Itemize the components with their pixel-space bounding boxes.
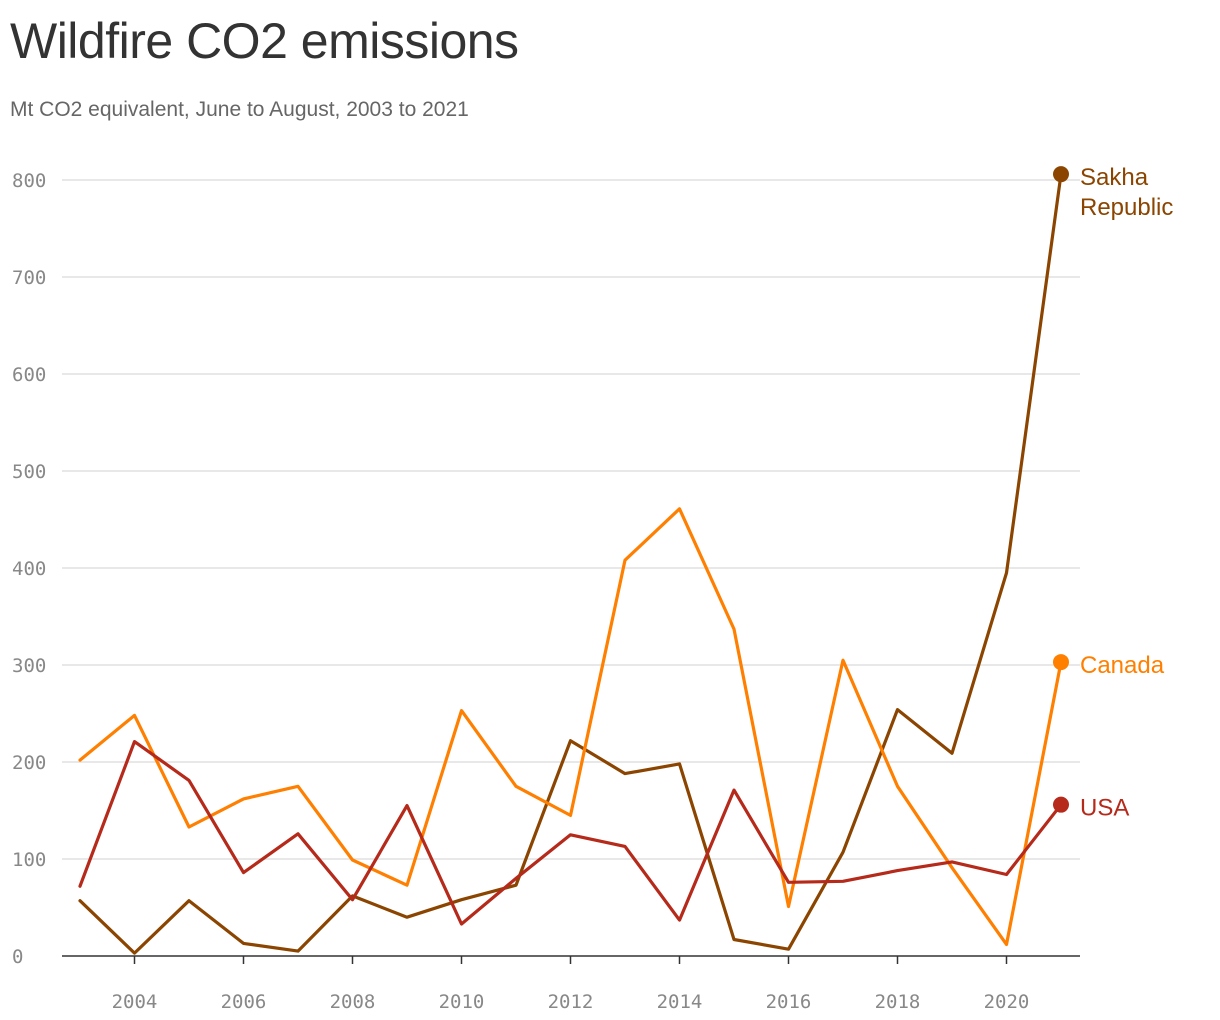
y-tick-label: 300 bbox=[12, 655, 46, 677]
series-line-canada bbox=[78, 507, 1063, 947]
x-tick-label: 2010 bbox=[439, 991, 485, 1013]
series-endpoint-canada bbox=[1053, 654, 1069, 671]
x-tick-label: 2016 bbox=[766, 991, 812, 1013]
series-line-sakha-republic bbox=[78, 172, 1063, 955]
x-tick-label: 2006 bbox=[221, 991, 267, 1013]
y-tick-label: 500 bbox=[12, 461, 46, 483]
series-lines bbox=[78, 166, 1069, 955]
series-endpoint-sakha-republic bbox=[1053, 166, 1069, 183]
y-tick-label: 100 bbox=[12, 849, 46, 871]
series-endpoint-usa bbox=[1053, 796, 1069, 813]
y-tick-label: 200 bbox=[12, 752, 46, 774]
series-label-sakha-republic: Republic bbox=[1080, 194, 1173, 221]
x-tick-label: 2004 bbox=[112, 991, 158, 1013]
series-label-canada: Canada bbox=[1080, 652, 1165, 679]
gridlines bbox=[62, 179, 1080, 860]
chart-subtitle: Mt CO2 equivalent, June to August, 2003 … bbox=[10, 98, 469, 121]
chart-title: Wildfire CO2 emissions bbox=[10, 13, 519, 69]
y-tick-label: 0 bbox=[12, 946, 23, 968]
x-tick-label: 2014 bbox=[657, 991, 703, 1013]
x-tick-label: 2018 bbox=[875, 991, 921, 1013]
x-tick-label: 2012 bbox=[548, 991, 594, 1013]
series-labels: Sakha Republic Canada USA bbox=[1080, 164, 1173, 822]
series-line-usa bbox=[78, 739, 1063, 926]
y-tick-label: 800 bbox=[12, 170, 46, 192]
y-tick-label: 400 bbox=[12, 558, 46, 580]
x-tick-label: 2020 bbox=[984, 991, 1030, 1013]
series-label-usa: USA bbox=[1080, 795, 1129, 822]
y-tick-label: 700 bbox=[12, 267, 46, 289]
y-tick-label: 600 bbox=[12, 364, 46, 386]
x-tick-label: 2008 bbox=[330, 991, 376, 1013]
series-label-sakha-republic: Sakha bbox=[1080, 164, 1149, 191]
axes: 0 100 200 300 400 500 600 700 800 2004 2006 2008 201… bbox=[12, 170, 1080, 1013]
